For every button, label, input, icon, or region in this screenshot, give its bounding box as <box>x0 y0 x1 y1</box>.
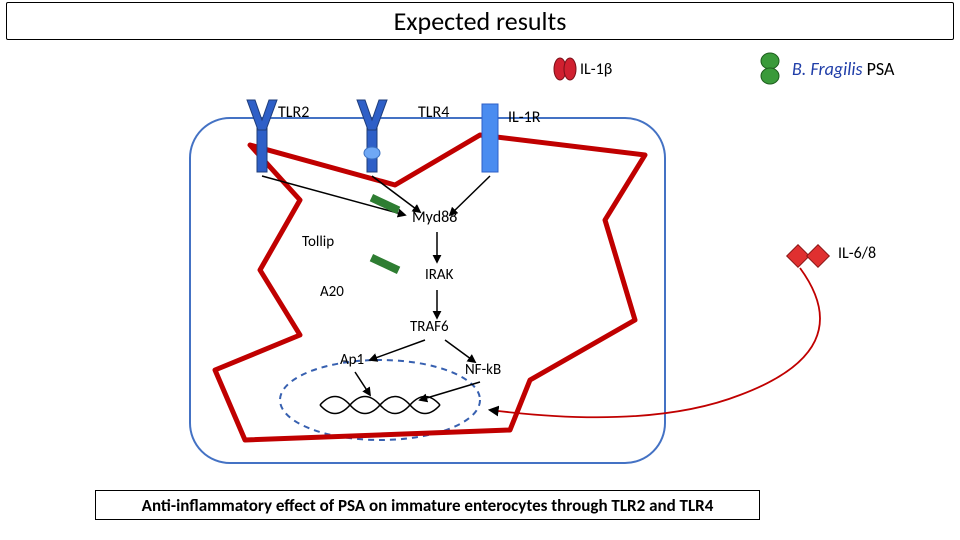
arrow-traf6-nfkb <box>445 340 475 362</box>
arrow-nfkb-dna <box>420 382 480 400</box>
red-curve-arrow <box>490 268 820 417</box>
bfragilis-label: B. Fragilis PSA <box>792 58 894 80</box>
bfragilis-italic: B. Fragilis <box>792 58 863 80</box>
bfragilis-psa: PSA <box>863 58 895 80</box>
arrow-tlr4-myd <box>372 176 420 212</box>
diagram-svg <box>0 0 960 540</box>
dna-helix <box>320 397 440 414</box>
page-title: Expected results <box>6 2 954 40</box>
il1b-label: IL-1β <box>580 60 612 79</box>
traf6-label: TRAF6 <box>410 318 449 336</box>
cell-outline <box>190 118 665 463</box>
irak-label: IRAK <box>425 266 453 284</box>
a20-label: A20 <box>320 283 344 301</box>
il68-icon <box>787 245 830 268</box>
tollip-label: Tollip <box>302 233 334 251</box>
tlr4-receptor <box>357 100 387 172</box>
a20-bar <box>370 254 401 274</box>
arrow-tlr2-myd <box>262 176 405 215</box>
bfragilis-icon <box>761 53 779 84</box>
nucleus-outline <box>280 360 480 440</box>
il1r-label: IL-1R <box>508 108 540 127</box>
nfkb-label: NF-kB <box>465 361 501 379</box>
tlr4-label: TLR4 <box>418 103 449 122</box>
tollip-bar <box>370 194 401 214</box>
dna-helix-2 <box>320 397 440 414</box>
title-text: Expected results <box>394 5 567 37</box>
arrow-traf6-ap1 <box>370 340 425 360</box>
il1b-icon <box>554 58 576 80</box>
il68-label: IL-6/8 <box>838 244 876 263</box>
caption-text: Anti-inflammatory effect of PSA on immat… <box>142 495 714 516</box>
il1r-receptor <box>482 104 498 172</box>
myd88-label: Myd88 <box>412 208 457 227</box>
ap1-label: Ap1 <box>340 351 364 369</box>
tlr2-label: TLR2 <box>278 103 309 122</box>
tlr2-receptor <box>247 100 277 172</box>
red-loop <box>215 135 645 440</box>
arrow-ap1-dna <box>355 372 370 395</box>
caption-box: Anti-inflammatory effect of PSA on immat… <box>95 490 760 520</box>
